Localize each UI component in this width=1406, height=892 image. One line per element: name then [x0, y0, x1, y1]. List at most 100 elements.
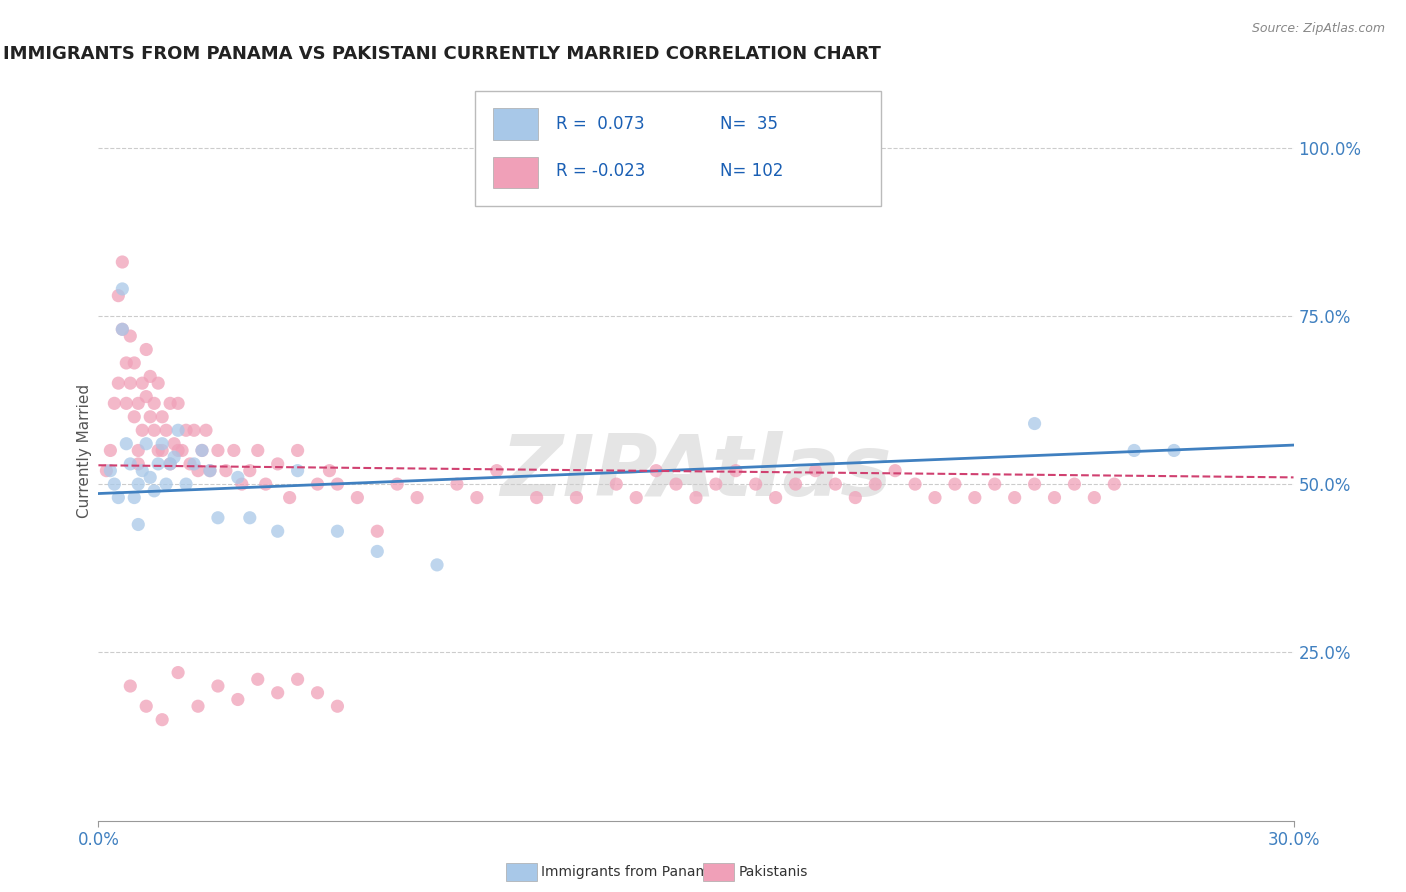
Point — [143, 423, 166, 437]
FancyBboxPatch shape — [494, 156, 538, 187]
Point — [963, 491, 986, 505]
Point — [150, 436, 173, 450]
Point — [207, 679, 229, 693]
Point — [844, 491, 866, 505]
Point — [111, 255, 134, 269]
Point — [148, 443, 170, 458]
Point — [135, 343, 157, 357]
Text: ZIPAtlas: ZIPAtlas — [501, 431, 891, 514]
Point — [824, 477, 846, 491]
Point — [191, 443, 214, 458]
Point — [187, 699, 209, 714]
Text: R =  0.073: R = 0.073 — [557, 115, 645, 133]
Point — [115, 356, 138, 370]
Point — [174, 477, 197, 491]
Text: N= 102: N= 102 — [720, 162, 783, 180]
Point — [1024, 477, 1046, 491]
Point — [198, 464, 221, 478]
Point — [124, 356, 146, 370]
Point — [107, 491, 129, 505]
FancyBboxPatch shape — [494, 109, 538, 139]
Point — [98, 464, 122, 478]
Point — [127, 477, 149, 491]
Point — [172, 443, 194, 458]
Point — [426, 558, 449, 572]
Point — [239, 510, 262, 524]
Point — [346, 491, 368, 505]
Point — [127, 457, 149, 471]
FancyBboxPatch shape — [475, 91, 882, 206]
Point — [765, 491, 787, 505]
Point — [307, 686, 329, 700]
Point — [222, 443, 245, 458]
Point — [231, 477, 253, 491]
Point — [131, 376, 153, 391]
Point — [198, 464, 221, 478]
Point — [215, 464, 238, 478]
Point — [465, 491, 488, 505]
Point — [103, 396, 125, 410]
Text: IMMIGRANTS FROM PANAMA VS PAKISTANI CURRENTLY MARRIED CORRELATION CHART: IMMIGRANTS FROM PANAMA VS PAKISTANI CURR… — [3, 45, 880, 63]
Point — [120, 457, 142, 471]
Point — [103, 477, 125, 491]
Point — [1043, 491, 1066, 505]
Point — [246, 443, 269, 458]
Point — [804, 464, 827, 478]
Point — [159, 457, 181, 471]
Point — [485, 464, 508, 478]
Point — [120, 376, 142, 391]
Point — [665, 477, 688, 491]
Point — [318, 464, 340, 478]
Point — [207, 510, 229, 524]
Point — [120, 329, 142, 343]
Point — [884, 464, 907, 478]
Point — [111, 322, 134, 336]
Point — [326, 477, 349, 491]
Point — [148, 376, 170, 391]
Point — [943, 477, 966, 491]
Point — [526, 491, 548, 505]
Point — [96, 464, 118, 478]
Point — [159, 396, 181, 410]
Point — [98, 443, 122, 458]
Text: R = -0.023: R = -0.023 — [557, 162, 645, 180]
Point — [124, 491, 146, 505]
Point — [326, 524, 349, 539]
Point — [724, 464, 747, 478]
Point — [150, 713, 173, 727]
Point — [745, 477, 768, 491]
Point — [115, 436, 138, 450]
Point — [115, 396, 138, 410]
Point — [127, 396, 149, 410]
Point — [135, 699, 157, 714]
Point — [131, 464, 153, 478]
Point — [239, 464, 262, 478]
Point — [167, 665, 190, 680]
Point — [124, 409, 146, 424]
Point — [191, 443, 214, 458]
Point — [150, 409, 173, 424]
Point — [1123, 443, 1146, 458]
Point — [605, 477, 627, 491]
Point — [143, 483, 166, 498]
Point — [183, 457, 205, 471]
Point — [131, 423, 153, 437]
Point — [187, 464, 209, 478]
Point — [155, 477, 177, 491]
Point — [446, 477, 468, 491]
Text: Source: ZipAtlas.com: Source: ZipAtlas.com — [1251, 22, 1385, 36]
Point — [626, 491, 648, 505]
Point — [135, 390, 157, 404]
Point — [139, 369, 162, 384]
Text: Immigrants from Panama: Immigrants from Panama — [541, 865, 718, 880]
Point — [226, 470, 249, 484]
Point — [167, 443, 190, 458]
Point — [984, 477, 1007, 491]
Point — [120, 679, 142, 693]
Point — [246, 673, 269, 687]
Point — [167, 423, 190, 437]
Point — [163, 436, 186, 450]
Point — [704, 477, 727, 491]
Point — [267, 686, 290, 700]
Point — [785, 477, 807, 491]
